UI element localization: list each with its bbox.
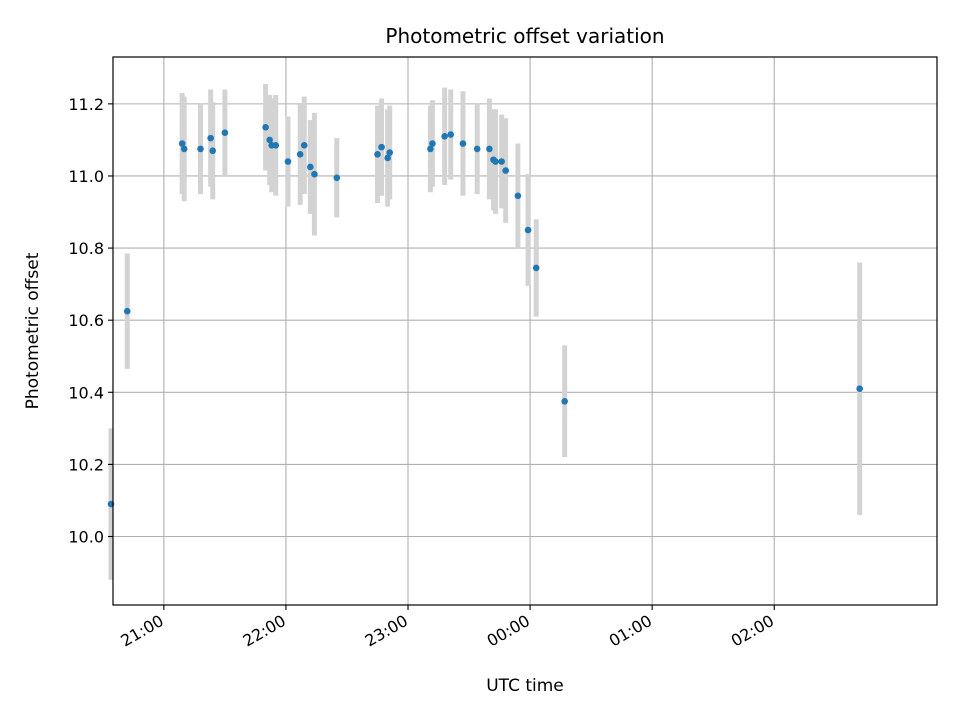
data-point (486, 145, 493, 153)
data-point (378, 143, 385, 151)
data-point (262, 124, 269, 131)
data-point (429, 140, 436, 147)
y-tick-label: 10.6 (68, 311, 104, 330)
data-point (123, 307, 131, 315)
y-tick-label: 10.0 (68, 528, 104, 547)
data-point (333, 174, 341, 182)
data-point (532, 264, 540, 272)
data-point (514, 192, 522, 200)
data-point (266, 136, 273, 144)
data-point (197, 145, 204, 153)
data-point (384, 154, 391, 162)
data-point (374, 151, 381, 158)
data-point (178, 140, 186, 147)
data-point (272, 142, 280, 149)
data-point (502, 167, 509, 174)
y-tick-label: 10.8 (68, 239, 104, 258)
data-point (492, 158, 499, 165)
data-point (856, 385, 863, 392)
y-tick-label: 10.4 (68, 383, 104, 402)
data-point (209, 147, 216, 155)
data-point (427, 145, 434, 153)
y-axis-label: Photometric offset (23, 252, 43, 409)
y-tick-label: 11.0 (68, 167, 104, 186)
y-tick-label: 11.2 (68, 95, 104, 114)
data-point (307, 163, 314, 171)
chart-title: Photometric offset variation (385, 24, 664, 48)
data-points (107, 124, 863, 508)
data-point (311, 170, 318, 178)
data-point (284, 158, 292, 165)
data-point (386, 149, 394, 156)
x-axis-label: UTC time (486, 676, 564, 696)
grid (113, 57, 937, 605)
y-tick-label: 10.2 (68, 455, 104, 474)
plot-frame (112, 56, 938, 606)
data-point (221, 129, 229, 137)
data-point (207, 134, 214, 142)
y-axis-ticks: 10.0 10.2 10.4 10.6 10.8 11.0 11.2 (68, 95, 113, 547)
data-point (524, 226, 532, 234)
data-point (459, 140, 467, 147)
data-point (300, 142, 308, 149)
data-point (498, 158, 505, 165)
data-point (296, 151, 304, 158)
data-point (441, 133, 448, 140)
data-point (473, 145, 481, 153)
data-point (561, 398, 568, 405)
data-point (180, 145, 188, 153)
data-point (447, 131, 455, 138)
